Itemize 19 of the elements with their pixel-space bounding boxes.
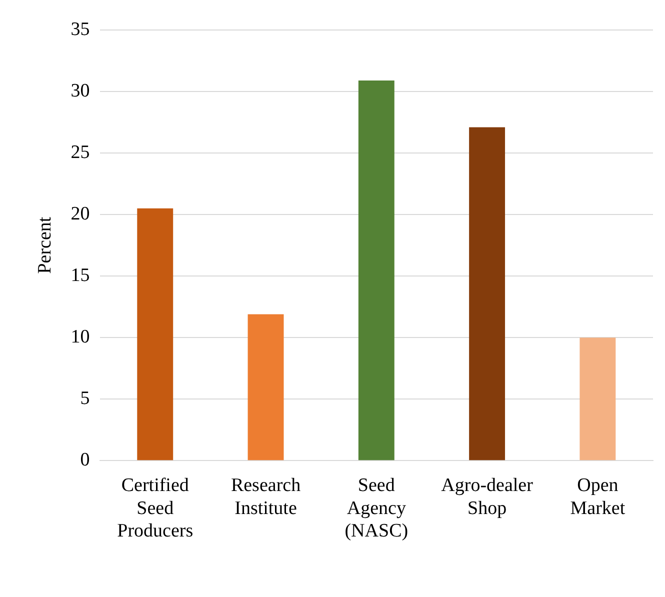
x-tick-label: Certified Seed Producers	[117, 474, 194, 542]
x-tick-label: Open Market	[570, 474, 626, 519]
x-tick-label: Agro-dealer Shop	[441, 474, 534, 519]
bar	[469, 127, 506, 460]
y-tick-label: 20	[70, 204, 90, 225]
y-tick-label: 10	[70, 326, 90, 348]
y-tick-label: 30	[70, 80, 90, 102]
bar	[580, 338, 616, 460]
y-tick-label: 0	[80, 450, 90, 471]
y-tick-label: 15	[70, 265, 90, 286]
bar	[248, 314, 284, 460]
y-tick-label: 35	[70, 18, 90, 40]
bar	[137, 208, 174, 460]
y-tick-label: 25	[70, 142, 90, 164]
y-axis-title: Percent	[34, 216, 56, 274]
x-tick-label: Research Institute	[230, 474, 302, 519]
bar	[358, 80, 394, 460]
x-tick-label: Seed Agency (NASC)	[344, 474, 408, 542]
y-tick-label: 5	[80, 388, 90, 410]
